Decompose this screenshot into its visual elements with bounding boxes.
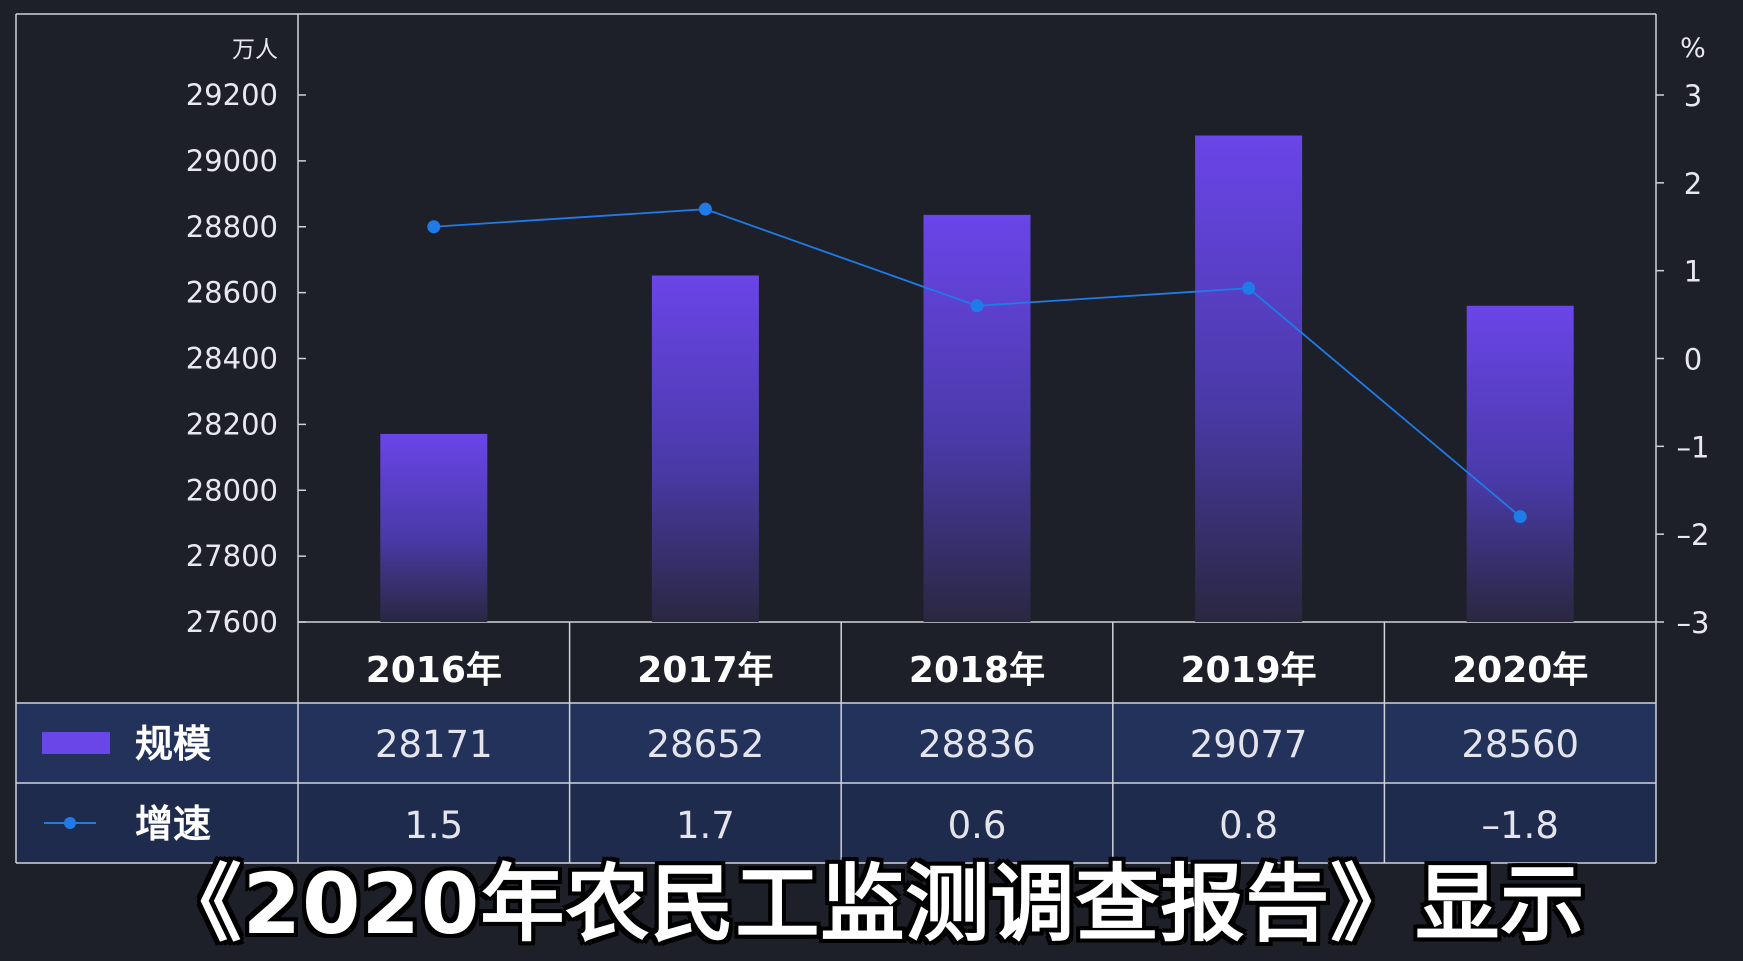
table-cell-value: 28836 — [918, 723, 1036, 766]
bar — [1195, 135, 1303, 622]
left-axis-tick-label: 28200 — [186, 407, 278, 441]
legend-label-scale: 规模 — [135, 722, 211, 766]
growth-point — [1242, 281, 1256, 295]
caption-subtitle: 《2020年农民工监测调查报告》显示 — [157, 854, 1586, 953]
left-axis-tick-label: 28400 — [186, 342, 278, 376]
legend-swatch-bar — [42, 732, 110, 754]
table-cell-value: 28171 — [375, 723, 493, 766]
right-axis-tick-label: 1 — [1684, 255, 1702, 289]
table-cell-value: 1.7 — [676, 804, 735, 847]
category-label: 2017年 — [637, 650, 773, 691]
table-row-scale-bg — [16, 703, 1656, 783]
right-axis-tick-label: 2 — [1684, 167, 1702, 201]
bars-group — [380, 135, 1574, 622]
data-table: 28171 28652 28836 29077 28560 1.5 1.7 0.6 0.8 –1.… — [375, 723, 1579, 847]
left-axis-tick-label: 27600 — [186, 605, 278, 639]
right-axis-ticks: 3 2 1 0 –1 –2 –3 — [1677, 79, 1710, 640]
right-axis-tick-label: –1 — [1677, 430, 1710, 464]
category-label: 2016年 — [366, 650, 502, 691]
legend-swatch-marker — [64, 817, 76, 829]
growth-point — [1513, 510, 1527, 524]
category-label: 2020年 — [1452, 650, 1588, 691]
left-axis-tick-label: 29000 — [186, 144, 278, 178]
left-axis-tick-label: 29200 — [186, 78, 278, 112]
left-axis-tick-label: 28600 — [186, 276, 278, 310]
right-axis-tick-label: –3 — [1677, 606, 1710, 640]
growth-line-group — [427, 202, 1527, 524]
right-axis-unit: % — [1680, 33, 1706, 64]
left-axis-tick-label: 28800 — [186, 210, 278, 244]
right-axis-tick-label: 0 — [1684, 343, 1702, 377]
table-row-growth-bg — [16, 783, 1656, 863]
growth-point — [427, 220, 441, 234]
table-cell-value: 28560 — [1461, 723, 1579, 766]
category-header-row: 2016年 2017年 2018年 2019年 2020年 — [366, 650, 1589, 691]
left-axis-ticks: 29200 29000 28800 28600 28400 28200 28000 27800… — [186, 78, 278, 639]
bar — [651, 275, 759, 622]
chart-frame — [15, 13, 1664, 864]
right-axis-tick-label: 3 — [1684, 79, 1702, 113]
table-cell-value: 28652 — [647, 723, 765, 766]
table-cell-value: –1.8 — [1482, 804, 1559, 847]
bar — [923, 214, 1031, 622]
table-cell-value: 0.6 — [948, 804, 1007, 847]
category-label: 2019年 — [1180, 650, 1316, 691]
growth-point — [970, 299, 984, 313]
left-axis-tick-label: 27800 — [186, 539, 278, 573]
bar — [1466, 305, 1574, 622]
table-cell-value: 29077 — [1190, 723, 1308, 766]
bar — [380, 433, 488, 622]
table-cell-value: 0.8 — [1219, 804, 1278, 847]
right-axis-tick-label: –2 — [1677, 518, 1710, 552]
left-axis-tick-label: 28000 — [186, 473, 278, 507]
table-cell-value: 1.5 — [404, 804, 463, 847]
legend-label-growth: 增速 — [135, 802, 211, 846]
left-axis-unit: 万人 — [232, 37, 278, 63]
growth-point — [698, 202, 712, 216]
category-label: 2018年 — [909, 650, 1045, 691]
